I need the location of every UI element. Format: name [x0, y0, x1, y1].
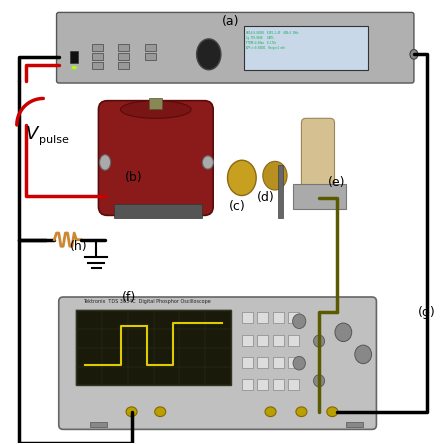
- Bar: [145, 53, 156, 60]
- Bar: [242, 357, 253, 368]
- Text: (d): (d): [257, 191, 275, 204]
- Bar: [118, 53, 129, 60]
- Text: (c): (c): [229, 200, 246, 213]
- Bar: [288, 313, 299, 324]
- Bar: [242, 334, 253, 345]
- Ellipse shape: [335, 323, 352, 341]
- Ellipse shape: [296, 407, 307, 416]
- Bar: [70, 51, 78, 63]
- Ellipse shape: [126, 407, 137, 416]
- Text: (g): (g): [418, 306, 436, 319]
- Text: lg 7T0.0000   GATE:: lg 7T0.0000 GATE:: [246, 36, 281, 40]
- Bar: [149, 99, 163, 110]
- Ellipse shape: [313, 335, 325, 347]
- Ellipse shape: [99, 155, 111, 170]
- Bar: [288, 379, 299, 390]
- Text: (e): (e): [328, 176, 345, 189]
- Bar: [273, 313, 284, 324]
- Ellipse shape: [293, 357, 305, 370]
- Bar: [273, 379, 284, 390]
- Bar: [345, 422, 363, 427]
- Text: (a): (a): [222, 15, 240, 28]
- FancyBboxPatch shape: [301, 118, 334, 195]
- Bar: [273, 357, 284, 368]
- FancyBboxPatch shape: [99, 101, 213, 215]
- Bar: [92, 53, 103, 60]
- Ellipse shape: [355, 345, 372, 364]
- FancyBboxPatch shape: [56, 12, 414, 83]
- Text: pulse: pulse: [39, 135, 69, 145]
- Ellipse shape: [202, 156, 214, 169]
- Bar: [257, 313, 268, 324]
- Ellipse shape: [293, 314, 306, 329]
- Bar: [92, 44, 103, 51]
- Bar: [118, 44, 129, 51]
- Ellipse shape: [410, 49, 418, 59]
- Text: V: V: [26, 125, 38, 143]
- Bar: [92, 62, 103, 69]
- Bar: [90, 422, 107, 427]
- Text: HE14:8.U0000  E1R1-1.4F  GEN:4 10Hz: HE14:8.U0000 E1R1-1.4F GEN:4 10Hz: [246, 32, 299, 36]
- Ellipse shape: [197, 39, 221, 70]
- Bar: [278, 165, 283, 218]
- Ellipse shape: [155, 407, 166, 416]
- Bar: [288, 357, 299, 368]
- Bar: [293, 185, 345, 209]
- FancyBboxPatch shape: [59, 297, 377, 429]
- Bar: [114, 204, 202, 218]
- Bar: [257, 357, 268, 368]
- Text: FTIME:4:00ms  0.17Hz: FTIME:4:00ms 0.17Hz: [246, 41, 281, 45]
- Ellipse shape: [327, 407, 338, 416]
- Text: APF:>:0.00001  Range=1 nkh: APF:>:0.00001 Range=1 nkh: [246, 46, 285, 50]
- Bar: [242, 313, 253, 324]
- Bar: [244, 26, 368, 70]
- Ellipse shape: [71, 66, 77, 69]
- Text: (h): (h): [70, 240, 87, 253]
- Ellipse shape: [227, 160, 256, 195]
- Text: Tektronix  TDS 3034C  Digital Phosphor Oscilloscope: Tektronix TDS 3034C Digital Phosphor Osc…: [83, 299, 211, 304]
- Bar: [288, 334, 299, 345]
- Bar: [76, 310, 231, 385]
- Ellipse shape: [265, 407, 276, 416]
- Bar: [257, 334, 268, 345]
- Ellipse shape: [263, 161, 287, 190]
- Text: (b): (b): [125, 171, 143, 184]
- Bar: [257, 379, 268, 390]
- Text: (f): (f): [122, 290, 136, 304]
- Bar: [273, 334, 284, 345]
- Ellipse shape: [313, 375, 325, 387]
- Bar: [118, 62, 129, 69]
- Bar: [242, 379, 253, 390]
- Ellipse shape: [120, 101, 191, 118]
- Bar: [145, 44, 156, 51]
